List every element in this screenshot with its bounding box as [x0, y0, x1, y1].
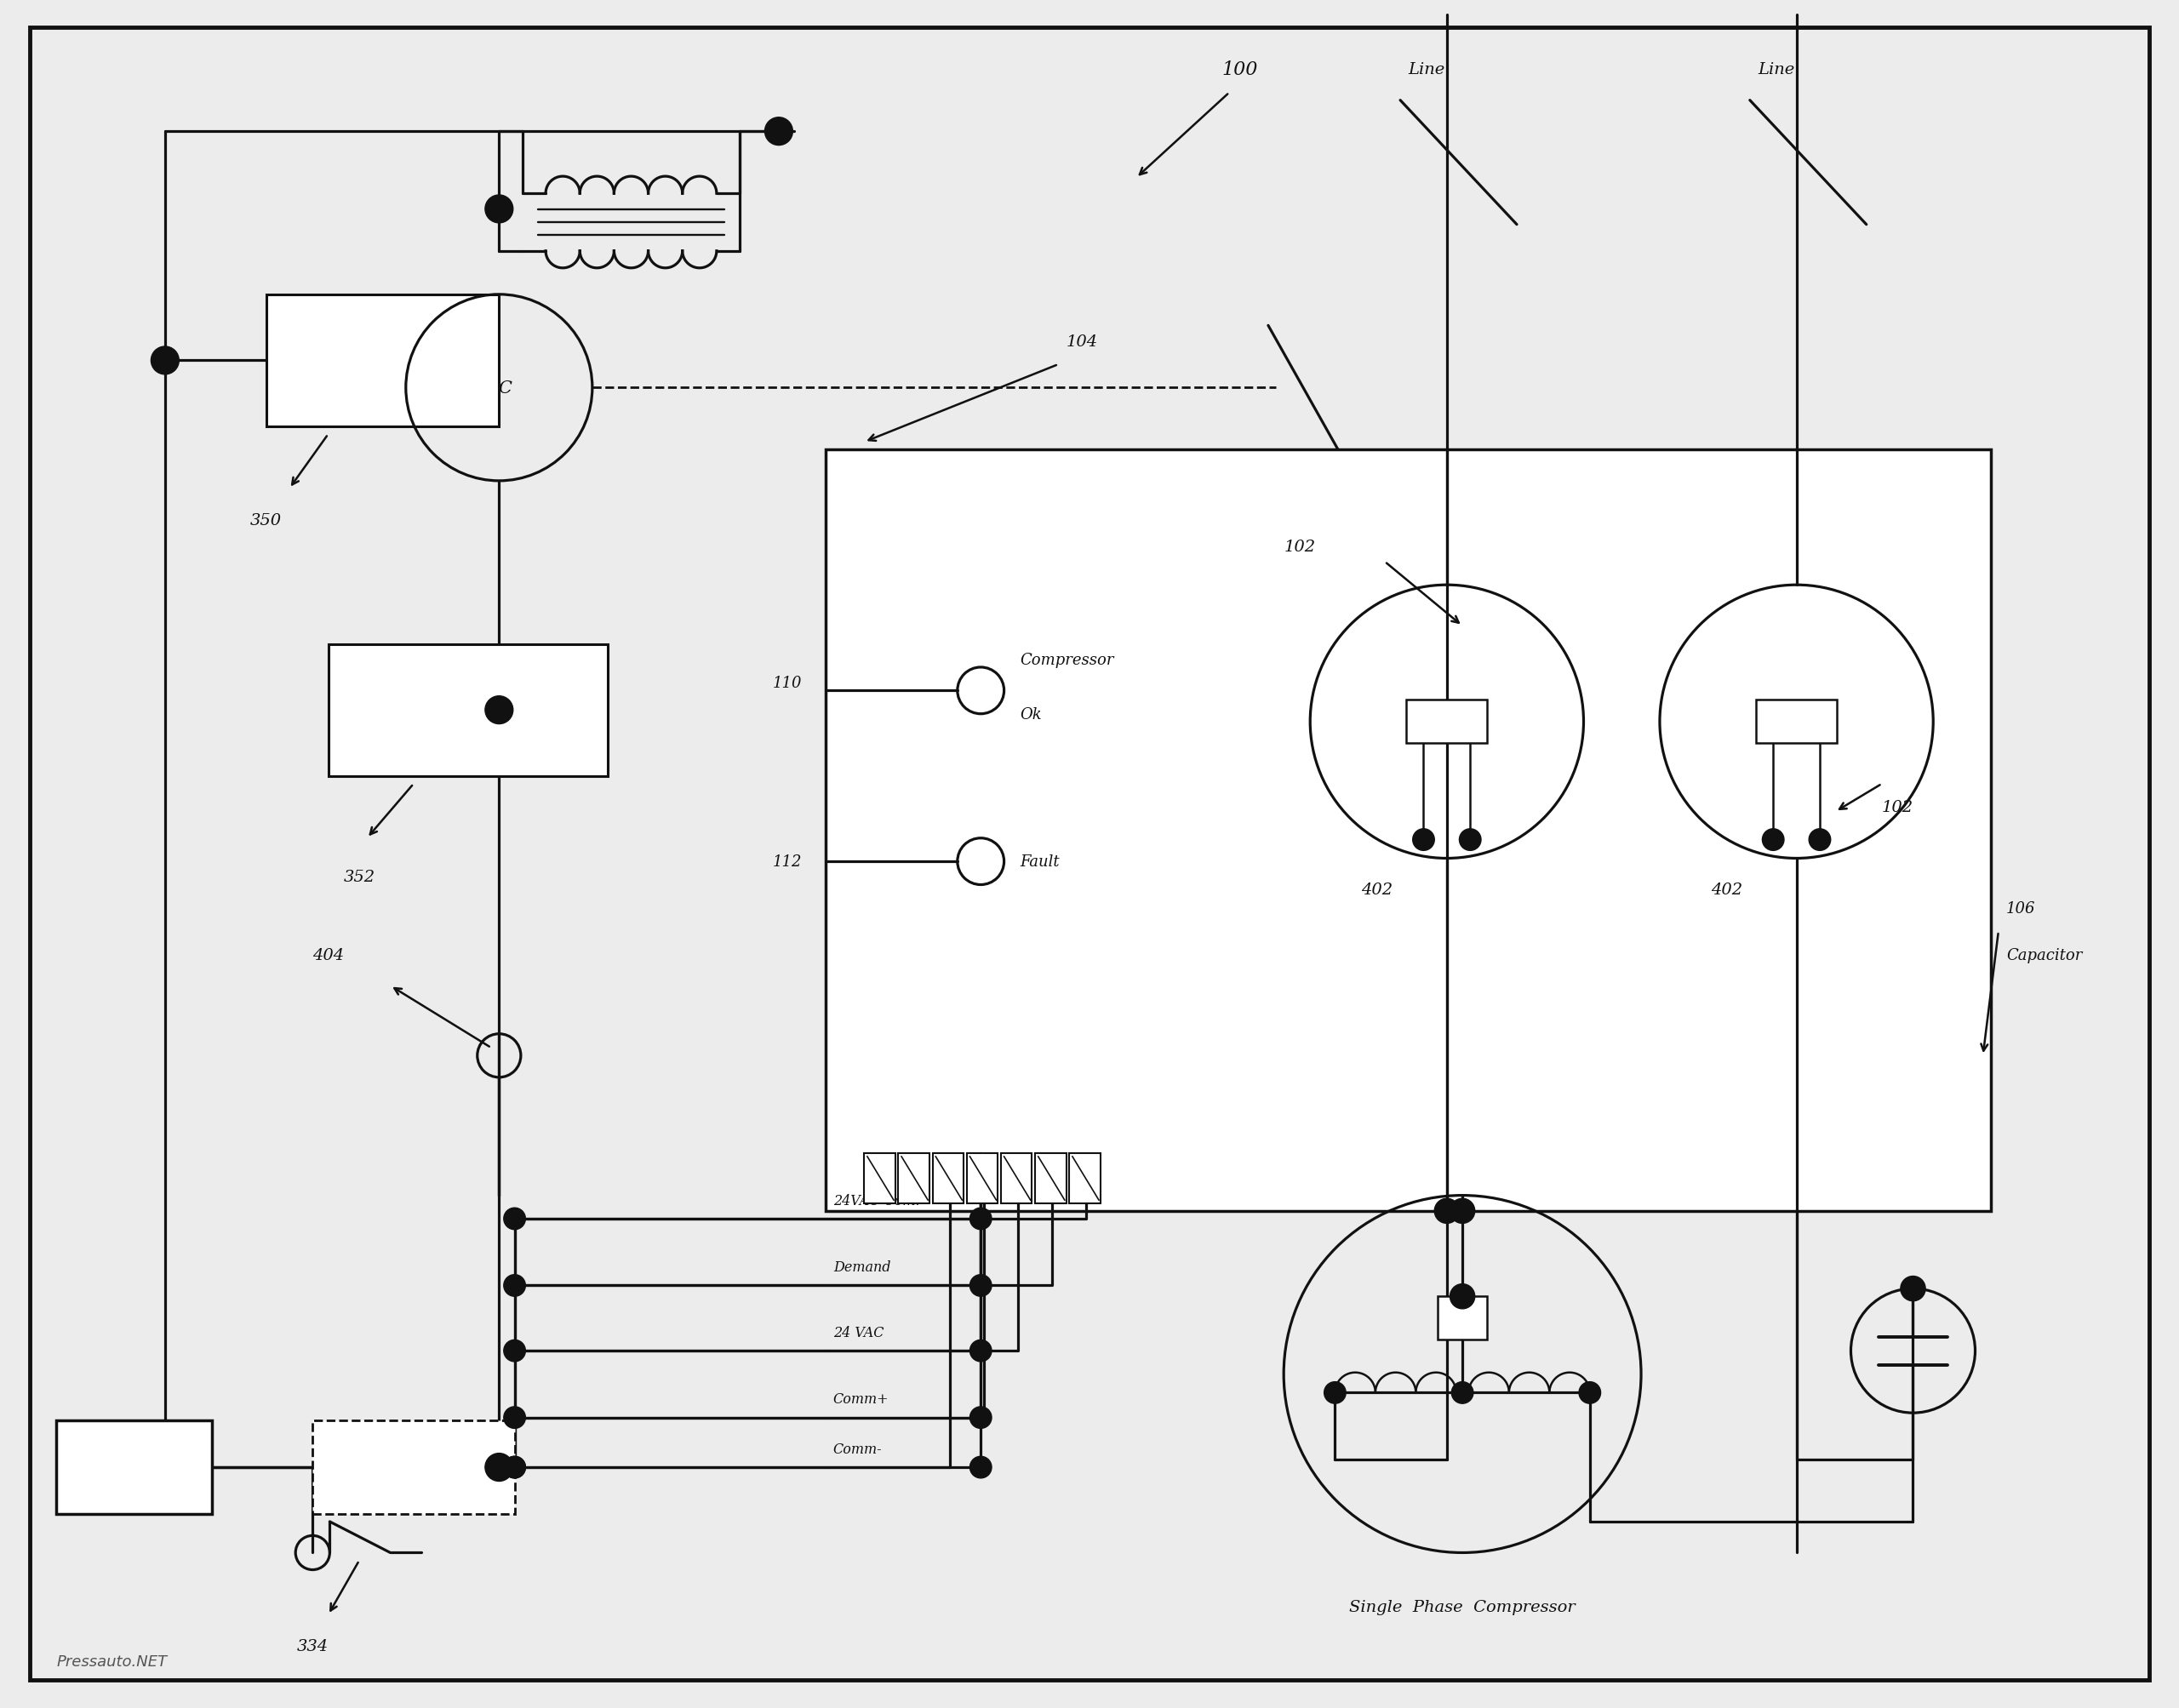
Circle shape — [503, 1407, 525, 1428]
Text: Comm-: Comm- — [832, 1442, 882, 1455]
Text: Capacitor: Capacitor — [2007, 948, 2083, 963]
Bar — [967, 1153, 998, 1204]
Text: 102: 102 — [1883, 799, 1913, 815]
Text: 24VAC Com.: 24VAC Com. — [832, 1192, 920, 1208]
Bar — [1756, 700, 1837, 743]
Circle shape — [970, 1407, 991, 1428]
Text: Line: Line — [1758, 61, 1795, 77]
Circle shape — [1449, 1284, 1475, 1308]
Bar — [865, 1153, 896, 1204]
Circle shape — [486, 1454, 512, 1481]
Circle shape — [1900, 1276, 1926, 1301]
Text: 402: 402 — [1711, 881, 1743, 897]
Circle shape — [503, 1457, 525, 1477]
Text: Fault: Fault — [1020, 854, 1059, 869]
Text: System: System — [442, 695, 495, 711]
Text: Pressauto.NET: Pressauto.NET — [57, 1653, 168, 1669]
Text: 350: 350 — [251, 512, 281, 528]
Text: 334: 334 — [296, 1638, 329, 1653]
Circle shape — [1449, 1199, 1475, 1223]
Text: 402: 402 — [1362, 881, 1392, 897]
Circle shape — [1809, 828, 1830, 851]
Text: 24 VAC: 24 VAC — [832, 1325, 885, 1339]
Text: Demand: Demand — [832, 1261, 891, 1274]
Circle shape — [1451, 1382, 1473, 1404]
Circle shape — [1325, 1382, 1347, 1404]
Circle shape — [1460, 828, 1482, 851]
Text: 104: 104 — [1066, 335, 1098, 348]
Circle shape — [1763, 828, 1785, 851]
Text: Comm+: Comm+ — [832, 1392, 889, 1406]
Bar — [933, 1153, 963, 1204]
Text: Ok: Ok — [1020, 707, 1042, 722]
Circle shape — [1412, 828, 1434, 851]
Text: 102: 102 — [1283, 540, 1316, 553]
Circle shape — [970, 1341, 991, 1361]
Text: 112: 112 — [774, 854, 802, 869]
Text: 404: 404 — [312, 948, 344, 963]
Circle shape — [503, 1208, 525, 1230]
Circle shape — [1434, 1199, 1460, 1223]
Bar — [1405, 700, 1488, 743]
Text: 352: 352 — [344, 869, 375, 885]
Bar — [57, 1421, 211, 1513]
Text: 100: 100 — [1222, 60, 1257, 79]
Text: T'stat: T'stat — [362, 388, 403, 403]
Circle shape — [486, 196, 512, 224]
Text: 116: 116 — [118, 1460, 150, 1476]
Text: Compressor: Compressor — [1020, 652, 1113, 668]
Circle shape — [150, 347, 179, 376]
Bar — [1070, 1153, 1100, 1204]
Text: 106: 106 — [2007, 900, 2035, 915]
Text: 120: 120 — [375, 295, 405, 311]
Bar — [1438, 1296, 1488, 1341]
Text: 104: 104 — [399, 1460, 429, 1476]
Bar — [266, 295, 499, 427]
Text: Line: Line — [1408, 61, 1445, 77]
Circle shape — [970, 1457, 991, 1477]
Bar — [1035, 1153, 1066, 1204]
Bar — [329, 644, 608, 777]
Bar — [1000, 1153, 1033, 1204]
Circle shape — [503, 1457, 525, 1477]
Circle shape — [503, 1341, 525, 1361]
Circle shape — [765, 118, 793, 145]
Text: Safeties: Safeties — [440, 738, 497, 752]
Text: Single  Phase  Compressor: Single Phase Compressor — [1349, 1599, 1575, 1614]
Circle shape — [486, 697, 512, 724]
Circle shape — [970, 1208, 991, 1230]
Circle shape — [1580, 1382, 1602, 1404]
Bar — [898, 1153, 930, 1204]
Bar — [826, 451, 1992, 1211]
Bar — [312, 1421, 514, 1513]
Circle shape — [970, 1274, 991, 1296]
Circle shape — [503, 1274, 525, 1296]
Text: 110: 110 — [774, 676, 802, 690]
Text: System: System — [357, 347, 410, 360]
Text: CC: CC — [486, 381, 512, 396]
